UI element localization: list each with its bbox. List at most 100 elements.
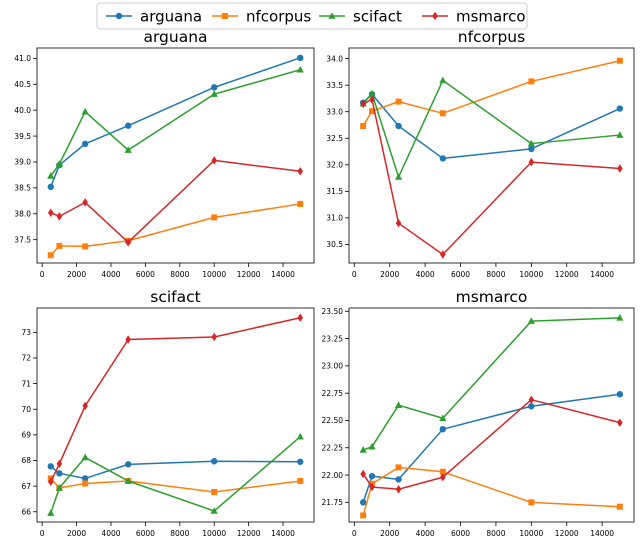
- y-tick-label: 68: [21, 456, 31, 465]
- data-point: [81, 453, 89, 461]
- x-tick-label: 8000: [486, 270, 505, 279]
- data-point: [47, 172, 55, 179]
- data-point: [440, 473, 446, 482]
- data-point: [439, 76, 447, 84]
- data-point: [359, 499, 367, 506]
- series-scifact: [359, 314, 624, 453]
- legend-entry-scifact: scifact: [319, 8, 402, 26]
- data-point: [395, 464, 402, 471]
- data-point: [47, 183, 54, 191]
- data-point: [368, 472, 376, 480]
- axes-frame: [36, 47, 315, 264]
- series-line: [50, 436, 301, 514]
- x-tick-label: 4000: [416, 529, 435, 538]
- x-tick-label: 2000: [380, 270, 399, 279]
- legend-frame: [96, 2, 528, 30]
- legend-marker: [222, 13, 228, 19]
- series-line: [362, 317, 620, 451]
- data-point: [369, 95, 375, 104]
- data-point: [369, 108, 376, 115]
- x-tick-label: 4000: [416, 270, 435, 279]
- data-point: [296, 65, 304, 73]
- y-tick-label: 39.0: [14, 158, 31, 167]
- data-point: [211, 214, 218, 221]
- legend-label: scifact: [353, 8, 402, 26]
- series-msmarco: [360, 95, 623, 259]
- y-tick-label: 73: [21, 328, 31, 337]
- x-tick-label: 0: [40, 270, 45, 279]
- data-point: [47, 509, 55, 516]
- x-tick-label: 6000: [451, 529, 470, 538]
- data-point: [395, 218, 402, 228]
- series-line: [362, 393, 620, 503]
- data-point: [439, 468, 446, 475]
- y-tick-label: 33.0: [326, 107, 343, 116]
- x-tick-label: 6000: [451, 270, 470, 279]
- panel-title: arguana: [143, 28, 207, 46]
- data-point: [394, 401, 403, 408]
- x-tick-label: 8000: [170, 270, 189, 279]
- series-arguana: [359, 391, 624, 506]
- x-tick-label: 14000: [590, 270, 614, 279]
- data-point: [81, 107, 89, 115]
- series-line: [50, 69, 301, 177]
- data-point: [368, 442, 376, 450]
- series-line: [50, 57, 301, 188]
- x-tick-label: 12000: [555, 270, 579, 279]
- data-point: [56, 470, 63, 477]
- data-point: [81, 475, 89, 482]
- data-point: [616, 314, 624, 321]
- legend: arguana nfcorpus scifact msmarco: [96, 2, 528, 30]
- y-tick-label: 23.00: [322, 362, 344, 371]
- data-point: [528, 499, 535, 506]
- legend-marker: [115, 12, 123, 20]
- y-tick-label: 32.5: [326, 134, 343, 143]
- x-tick-label: 12000: [237, 270, 261, 279]
- y-tick-label: 38.0: [14, 209, 31, 218]
- legend-label: msmarco: [456, 8, 526, 26]
- y-tick-label: 30.5: [326, 240, 343, 249]
- data-point: [297, 458, 304, 465]
- x-tick-label: 8000: [486, 529, 505, 538]
- series-nfcorpus: [360, 57, 623, 130]
- data-point: [616, 57, 623, 64]
- axes-frame: [348, 47, 635, 264]
- data-point: [296, 432, 304, 440]
- x-tick-label: 0: [352, 529, 357, 538]
- data-point: [56, 242, 63, 249]
- data-point: [616, 391, 624, 398]
- data-point: [297, 54, 304, 62]
- data-point: [47, 252, 54, 259]
- x-tick-label: 10000: [202, 270, 226, 279]
- data-point: [211, 332, 218, 342]
- y-tick-label: 72: [21, 354, 31, 363]
- x-tick-label: 2000: [67, 270, 86, 279]
- data-point: [56, 459, 63, 469]
- data-point: [368, 89, 376, 97]
- data-point: [528, 395, 535, 404]
- data-point: [617, 164, 623, 173]
- data-point: [297, 313, 304, 322]
- data-point: [528, 157, 535, 167]
- series-nfcorpus: [47, 200, 304, 259]
- y-tick-label: 37.5: [14, 235, 31, 244]
- data-point: [439, 110, 446, 117]
- chart-panel-arguana: arguana 0 2000 4000 6000 8000 10000 12000 14000 3…: [14, 28, 315, 279]
- chart-panel-scifact: scifact 0 2000 4000 6000 8000 10000 12000 14000 6…: [21, 288, 315, 538]
- data-point: [82, 198, 88, 207]
- data-point: [616, 131, 624, 138]
- chart-panel-msmarco: msmarco 0 2000 4000 6000 8000 10000 12000 14000 2…: [322, 288, 635, 538]
- x-tick-label: 14000: [271, 270, 295, 279]
- y-tick-label: 41.0: [14, 54, 31, 63]
- panel-title: msmarco: [456, 288, 528, 306]
- data-point: [395, 485, 402, 494]
- x-tick-label: 14000: [590, 529, 614, 538]
- series-scifact: [47, 432, 304, 516]
- y-tick-label: 22.50: [322, 416, 344, 425]
- data-point: [47, 208, 54, 217]
- data-point: [359, 446, 367, 453]
- data-point: [297, 200, 304, 207]
- data-point: [47, 477, 54, 486]
- series-line: [362, 98, 620, 256]
- series-line: [50, 159, 301, 244]
